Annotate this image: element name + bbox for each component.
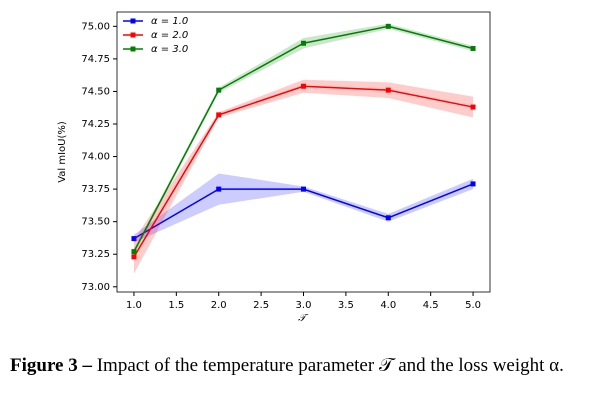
y-tick-label: 73.75 <box>81 184 110 195</box>
point <box>216 186 222 192</box>
legend-marker <box>130 18 136 24</box>
legend-label: α = 2.0 <box>151 30 188 41</box>
y-tick-label: 74.00 <box>81 152 110 163</box>
x-tick-label: 4.0 <box>380 300 396 311</box>
x-axis-label: 𝒯 <box>298 313 309 324</box>
x-tick-label: 5.0 <box>465 300 481 311</box>
point <box>470 45 476 51</box>
y-tick-label: 74.75 <box>81 54 110 65</box>
legend-marker <box>130 46 136 52</box>
point <box>216 112 222 118</box>
point <box>131 254 137 260</box>
x-tick-label: 2.0 <box>211 300 227 311</box>
chart: Val mIoU(%) 𝒯 73.00 73.25 73.50 73.75 74.00 7… <box>57 11 491 324</box>
point <box>131 249 137 255</box>
y-tick-label: 73.00 <box>81 282 110 293</box>
x-tick-label: 1.5 <box>168 300 184 311</box>
y-tick-label: 74.25 <box>81 119 110 130</box>
caption-label: Figure 3 – <box>10 355 92 376</box>
x-tick-label: 1.0 <box>126 300 142 311</box>
point <box>131 236 137 242</box>
point <box>301 40 306 46</box>
y-tick-label: 75.00 <box>81 21 110 32</box>
x-tick-label: 3.5 <box>338 300 354 311</box>
x-tick-label: 4.5 <box>423 300 439 311</box>
line <box>133 85 474 258</box>
point <box>470 181 476 187</box>
y-tick-label: 73.50 <box>81 217 110 228</box>
legend-label: α = 1.0 <box>151 16 188 27</box>
x-tick-label: 2.5 <box>253 300 269 311</box>
point <box>470 104 476 110</box>
y-tick-label: 74.50 <box>81 86 110 97</box>
x-tick-label: 3.0 <box>296 300 312 311</box>
point <box>216 87 222 93</box>
point <box>385 215 391 221</box>
y-axis-label: Val mIoU(%) <box>57 121 68 183</box>
point <box>385 87 391 93</box>
error-band <box>133 173 474 243</box>
point <box>301 83 306 89</box>
caption: Figure 3 – Impact of the temperature par… <box>10 352 585 379</box>
point <box>385 23 391 29</box>
y-tick-label: 73.25 <box>81 249 110 260</box>
caption-text: Impact of the temperature parameter 𝒯 an… <box>96 355 564 376</box>
legend-marker <box>130 32 136 38</box>
legend-label: α = 3.0 <box>151 44 188 55</box>
error-band <box>133 79 474 274</box>
point <box>301 186 306 192</box>
